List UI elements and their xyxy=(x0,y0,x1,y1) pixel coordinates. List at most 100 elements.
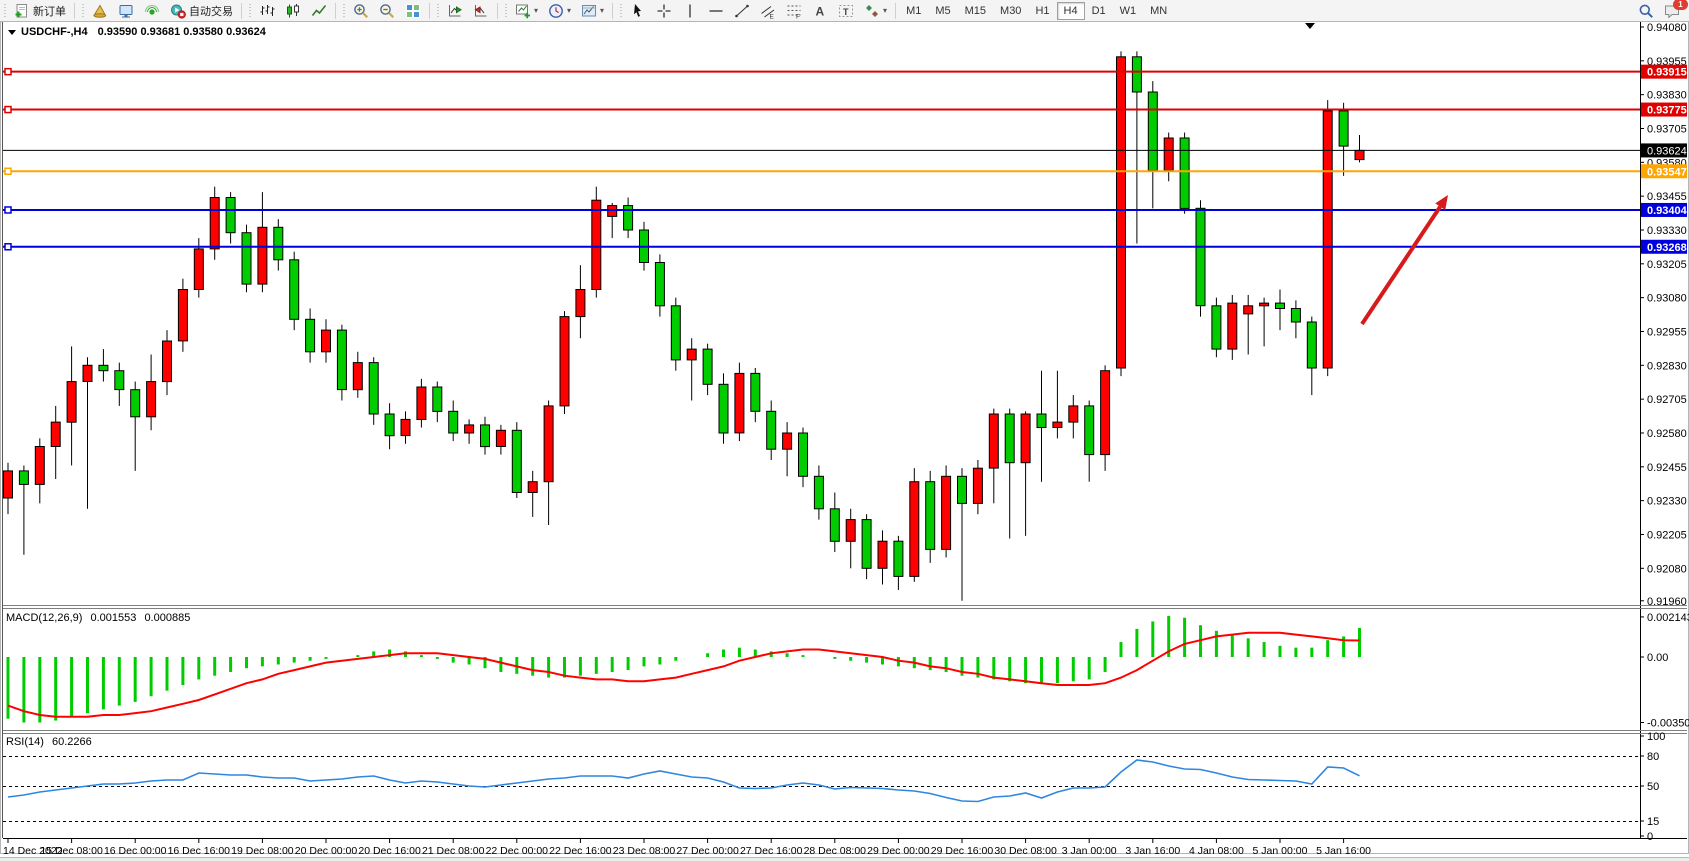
zoom-out-icon xyxy=(380,3,394,18)
level-handle[interactable] xyxy=(4,206,12,214)
candle xyxy=(3,470,13,499)
objects-list-button[interactable] xyxy=(468,1,494,20)
fibonacci-button[interactable]: F xyxy=(781,1,807,20)
candle xyxy=(1211,305,1222,350)
candles-layer xyxy=(3,51,1365,601)
candle xyxy=(925,481,936,550)
svg-text:0.93330: 0.93330 xyxy=(1647,225,1687,237)
autotrading-button[interactable]: 自动交易 xyxy=(165,1,238,20)
new-chart-button[interactable]: ▾ xyxy=(510,1,543,20)
annotation-arrow[interactable] xyxy=(1360,195,1448,326)
svg-text:3 Jan 16:00: 3 Jan 16:00 xyxy=(1125,845,1180,857)
toolbar-group-0: 新订单 xyxy=(9,0,71,21)
timeframe-m1-button[interactable]: M1 xyxy=(906,4,922,17)
text-label-button[interactable]: T xyxy=(833,1,859,20)
chart-symbol-period: USDCHF-,H4 xyxy=(21,26,88,38)
new-order-button[interactable]: 新订单 xyxy=(9,1,71,20)
svg-text:27 Dec 16:00: 27 Dec 16:00 xyxy=(740,845,803,857)
dropdown-caret-icon: ▾ xyxy=(567,5,572,15)
new-order-button-label: 新订单 xyxy=(33,5,66,18)
arrow-objects-button[interactable]: ▾ xyxy=(859,1,892,20)
toolbar-grip xyxy=(341,3,346,18)
levels-layer[interactable]: 0.93915 0.93775 0.93624 0.93547 0.93404 0.932… xyxy=(3,64,1688,254)
trendline-button[interactable] xyxy=(729,1,755,20)
signals-button[interactable] xyxy=(139,1,165,20)
zoom-in-button[interactable] xyxy=(348,1,374,20)
level-handle[interactable] xyxy=(4,243,12,251)
candle xyxy=(813,475,824,510)
timeframe-m15-button[interactable]: M15 xyxy=(964,4,987,17)
text-icon: A xyxy=(816,4,825,18)
level-handle[interactable] xyxy=(4,105,12,114)
candle xyxy=(66,381,77,423)
vertical-line-button[interactable] xyxy=(677,1,703,20)
new-chart-icon xyxy=(516,4,530,18)
candle xyxy=(448,410,459,434)
candle xyxy=(957,475,967,504)
rsi-pane[interactable]: 100 80 50 15 0 xyxy=(3,731,1665,843)
toolbar-grip xyxy=(618,3,624,18)
svg-text:0.93080: 0.93080 xyxy=(1647,293,1687,305)
price-badge: 0.93915 xyxy=(1641,64,1687,79)
candle xyxy=(50,421,61,448)
chart-window[interactable]: USDCHF-,H4 0.93590 0.93681 0.93580 0.936… xyxy=(0,21,1689,857)
toolbar-separator xyxy=(497,2,498,19)
search-button[interactable] xyxy=(1633,1,1659,20)
macd-pane[interactable]: 0.002143 0.00 -0.003502 xyxy=(6,612,1689,730)
timeframe-m30-button[interactable]: M30 xyxy=(1000,4,1022,17)
bar-chart-button[interactable] xyxy=(254,1,280,20)
window-bottom-edge xyxy=(0,857,1689,861)
market-watch-button[interactable] xyxy=(87,1,113,20)
horizontal-line-button[interactable] xyxy=(703,1,729,20)
timeframe-h1-button[interactable]: H1 xyxy=(1035,4,1050,17)
zoom-out-button[interactable] xyxy=(374,1,400,20)
tile-windows-button[interactable] xyxy=(400,1,426,20)
price-chart-canvas[interactable]: 0.940800.939550.938300.937050.935800.934… xyxy=(0,21,1689,857)
svg-text:0.92830: 0.92830 xyxy=(1647,360,1687,372)
templates-button[interactable]: ▾ xyxy=(576,1,609,20)
timeframe-m5-button[interactable]: M5 xyxy=(935,4,951,17)
candle xyxy=(1084,405,1095,456)
svg-text:27 Dec 00:00: 27 Dec 00:00 xyxy=(676,845,739,857)
indicators-icon xyxy=(449,4,462,16)
svg-text:19 Dec 08:00: 19 Dec 08:00 xyxy=(231,845,294,857)
svg-text:16 Dec 16:00: 16 Dec 16:00 xyxy=(168,845,231,857)
candle xyxy=(670,305,681,361)
timeframe-w1-button[interactable]: W1 xyxy=(1119,4,1137,17)
arrow-objects-icon xyxy=(866,4,879,17)
terminal-button[interactable] xyxy=(113,1,139,20)
candle xyxy=(1227,302,1238,350)
toolbar-separator xyxy=(895,2,897,19)
indicators-button[interactable] xyxy=(442,1,468,20)
crosshair-button[interactable] xyxy=(651,1,677,20)
chat-button[interactable]: 1 xyxy=(1659,0,1688,20)
candle xyxy=(1020,413,1031,464)
level-handle[interactable] xyxy=(4,67,12,76)
candle xyxy=(1306,321,1317,369)
candle xyxy=(432,386,443,412)
equidistant-channel-button[interactable]: E xyxy=(755,1,781,20)
chart-menu-icon[interactable] xyxy=(8,29,16,35)
chart-ohlc-values: 0.93590 0.93681 0.93580 0.93624 xyxy=(97,26,266,38)
text-button[interactable]: A xyxy=(807,1,833,20)
toolbar-right: 1 xyxy=(1633,0,1688,21)
timeframe-mn-button[interactable]: MN xyxy=(1150,4,1168,17)
vertical-line-icon xyxy=(689,4,691,17)
svg-text:5 Jan 00:00: 5 Jan 00:00 xyxy=(1253,845,1308,857)
shift-marker-icon[interactable] xyxy=(1305,23,1315,29)
toolbar-separator xyxy=(612,2,614,19)
timeframe-h4-button[interactable]: H4 xyxy=(1056,1,1085,20)
candle xyxy=(464,424,475,434)
candle xyxy=(209,197,220,250)
timeframe-d1-button[interactable]: D1 xyxy=(1091,4,1106,17)
cursor-button[interactable] xyxy=(625,1,651,20)
candle xyxy=(480,424,490,448)
candlestick-chart-button[interactable] xyxy=(280,1,306,20)
line-chart-button[interactable] xyxy=(306,1,332,20)
svg-text:14 Dec 2022: 14 Dec 2022 xyxy=(3,845,63,857)
svg-text:F: F xyxy=(796,13,800,19)
level-handle[interactable] xyxy=(4,167,12,176)
periods-button[interactable]: ▾ xyxy=(543,1,576,20)
price-badge: 0.93404 xyxy=(1641,202,1688,217)
